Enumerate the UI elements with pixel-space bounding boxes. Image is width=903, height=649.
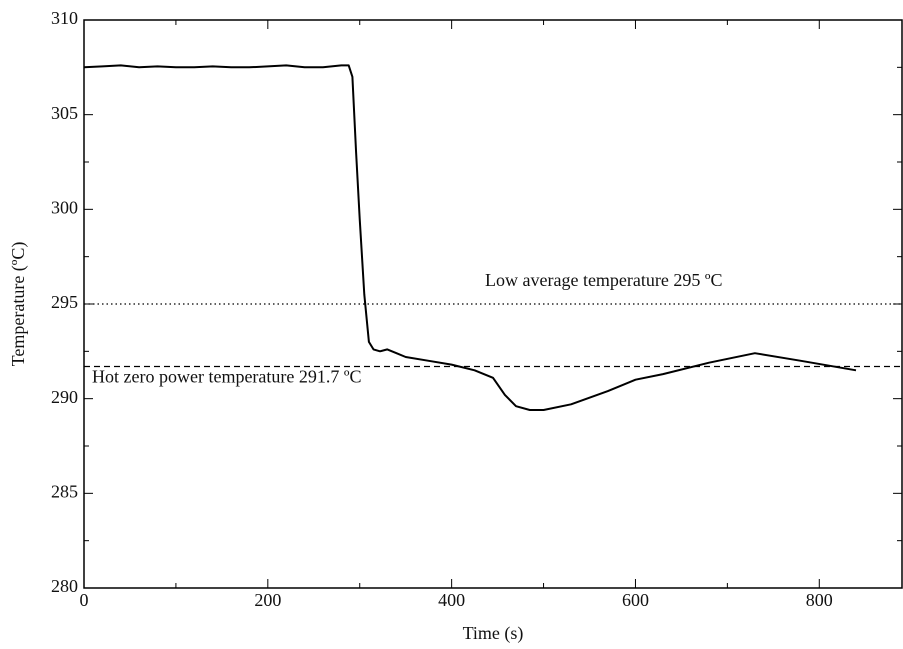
- y-tick-label: 305: [51, 103, 78, 123]
- y-tick-label: 290: [51, 387, 78, 407]
- y-axis-label: Temperature (ºC): [8, 242, 29, 367]
- reference-label: Low average temperature 295 ºC: [485, 270, 722, 290]
- x-tick-label: 800: [806, 590, 833, 610]
- y-tick-label: 310: [51, 8, 78, 28]
- y-tick-label: 285: [51, 481, 78, 501]
- y-tick-label: 280: [51, 576, 78, 596]
- reference-label: Hot zero power temperature 291.7 ºC: [92, 367, 362, 387]
- x-tick-label: 0: [80, 590, 89, 610]
- y-tick-label: 295: [51, 292, 78, 312]
- y-tick-label: 300: [51, 197, 78, 217]
- x-tick-label: 600: [622, 590, 649, 610]
- x-axis-label: Time (s): [463, 623, 524, 644]
- x-tick-label: 400: [438, 590, 465, 610]
- data-line: [83, 64, 857, 411]
- x-tick-label: 200: [254, 590, 281, 610]
